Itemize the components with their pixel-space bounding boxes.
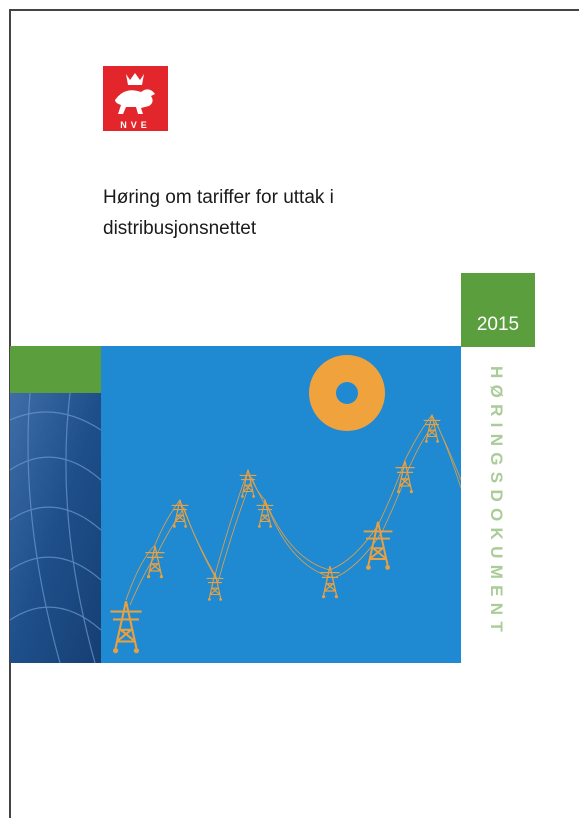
year-box xyxy=(461,273,535,347)
document-type: HØRINGSDOKUMENT xyxy=(487,366,506,638)
illustration xyxy=(101,346,461,663)
cover: NVE Høring om tariffer for uttak i distr… xyxy=(0,0,579,818)
pattern-panel xyxy=(10,393,101,663)
green-strip xyxy=(10,346,101,393)
page: {"logo": {"text": "NVE"}, "title": ["Hør… xyxy=(0,0,579,818)
year: 2015 xyxy=(477,314,519,335)
logo: NVE xyxy=(103,66,168,131)
title-line: Høring om tariffer for uttak i xyxy=(103,187,334,208)
coin xyxy=(309,355,385,431)
logo-text: NVE xyxy=(120,120,151,130)
title-line: distribusjonsnettet xyxy=(103,218,257,239)
